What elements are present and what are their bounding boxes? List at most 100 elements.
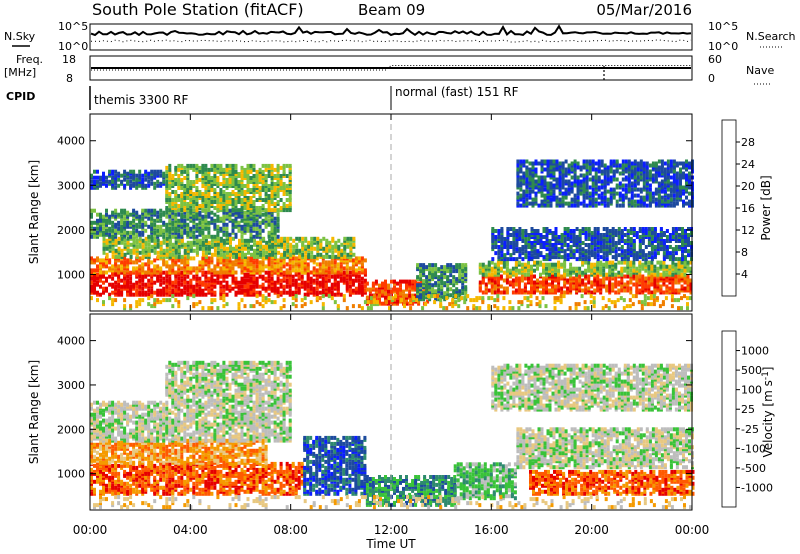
power-plot-cell-2402 bbox=[201, 198, 205, 202]
power-plot-cell-2035 bbox=[210, 234, 214, 239]
power-plot-cell-1906 bbox=[168, 210, 172, 215]
power-plot-cell-515 bbox=[300, 280, 304, 285]
power-plot-cell-678 bbox=[363, 284, 367, 289]
power-plot-cell-2262 bbox=[171, 190, 175, 194]
power-plot-cell-4769 bbox=[528, 167, 532, 172]
power-plot-cell-3864 bbox=[575, 272, 579, 277]
power-plot-cell-2781 bbox=[279, 174, 283, 178]
power-plot-cell-2969 bbox=[365, 281, 369, 286]
power-plot-cell-209 bbox=[174, 288, 178, 293]
power-plot-cell-3997 bbox=[662, 260, 666, 265]
power-plot-cell-3872 bbox=[581, 260, 585, 265]
power-plot-cell-1061 bbox=[321, 264, 325, 269]
power-plot-cell-2756 bbox=[273, 167, 277, 172]
power-plot-cell-2691 bbox=[261, 208, 265, 213]
power-plot-cell-429 bbox=[264, 270, 268, 275]
power-plot-cell-2560 bbox=[231, 172, 235, 176]
power-plot-cell-2649 bbox=[252, 208, 256, 213]
power-plot-cell-3255 bbox=[449, 273, 453, 278]
power-plot-cell-4217 bbox=[545, 233, 549, 237]
power-plot-cell-1217 bbox=[141, 254, 145, 259]
power-plot-cell-108 bbox=[132, 282, 136, 287]
power-plot-cell-1805 bbox=[132, 208, 136, 213]
power-plot-cell-1402 bbox=[229, 252, 232, 257]
power-plot-cell-3368 bbox=[505, 290, 509, 295]
power-plot-cell-3777 bbox=[514, 272, 518, 277]
power-plot-cell-4561 bbox=[647, 227, 651, 231]
power-plot-cell-1696 bbox=[96, 218, 99, 223]
power-plot-cell-3513 bbox=[581, 278, 585, 283]
power-plot-cell-3960 bbox=[638, 262, 642, 267]
power-plot-cell-3061 bbox=[405, 301, 408, 306]
power-plot-cell-3114 bbox=[426, 299, 430, 304]
power-plot-cell-1251 bbox=[156, 254, 160, 259]
power-plot-cell-805 bbox=[168, 264, 172, 269]
power-plot-cell-4886 bbox=[552, 159, 556, 164]
power-plot-cell-752 bbox=[132, 260, 136, 265]
power-plot-cell-3582 bbox=[620, 284, 624, 289]
power-plot-cell-3905 bbox=[602, 268, 606, 273]
power-plot-cell-3574 bbox=[614, 276, 618, 281]
power-plot-cell-4291 bbox=[569, 245, 573, 249]
power-plot-cell-1003 bbox=[288, 266, 292, 271]
power-plot-cell-1640 bbox=[337, 244, 341, 249]
power-plot-cell-1682 bbox=[90, 212, 93, 217]
power-plot-cell-552 bbox=[315, 286, 319, 291]
power-plot-cell-2111 bbox=[240, 230, 244, 235]
power-plot-cell-2242 bbox=[168, 208, 172, 213]
power-plot-cell-270 bbox=[195, 272, 199, 277]
power-plot-cell-3972 bbox=[647, 264, 651, 269]
power-plot-cell-893 bbox=[225, 270, 229, 275]
power-plot-cell-2303 bbox=[180, 186, 184, 190]
power-plot-cell-1162 bbox=[114, 254, 118, 259]
power-plot-cell-946 bbox=[252, 264, 256, 269]
power-plot-cell-2800 bbox=[285, 198, 289, 202]
power-plot-cell-3024 bbox=[390, 301, 393, 306]
power-plot-cell-820 bbox=[177, 264, 181, 269]
power-plot-cell-4467 bbox=[620, 229, 624, 233]
power-plot-cell-309 bbox=[210, 270, 214, 275]
power-plot-cell-1155 bbox=[111, 254, 115, 259]
power-plot-cell-1629 bbox=[331, 236, 335, 241]
power-plot-cell-3984 bbox=[656, 270, 660, 275]
power-plot-cell-4237 bbox=[551, 231, 555, 235]
power-plot-cell-3250 bbox=[446, 263, 450, 268]
power-plot-cell-2143 bbox=[249, 220, 253, 225]
power-plot-cell-4313 bbox=[575, 235, 579, 239]
power-plot-cell-1086 bbox=[336, 266, 340, 271]
power-plot-cell-3868 bbox=[578, 266, 582, 271]
power-plot-cell-724 bbox=[117, 270, 121, 275]
power-plot-cell-2708 bbox=[264, 192, 268, 196]
power-plot-cell-2718 bbox=[267, 206, 271, 210]
power-plot-cell-3073 bbox=[408, 293, 412, 298]
power-plot-cell-4132 bbox=[518, 231, 522, 235]
power-plot-cell-50 bbox=[111, 276, 115, 281]
power-plot-cell-4086 bbox=[503, 237, 507, 241]
power-plot-cell-2121 bbox=[243, 226, 247, 231]
power-plot-cell-1548 bbox=[292, 238, 296, 243]
power-plot-cell-1588 bbox=[313, 254, 317, 259]
power-plot-cell-1051 bbox=[315, 270, 319, 275]
power-plot-cell-2960 bbox=[162, 179, 166, 184]
cpid-label: CPID bbox=[6, 90, 35, 103]
power-plot-cell-4660 bbox=[681, 253, 684, 258]
power-plot-cell-4742 bbox=[522, 159, 526, 164]
power-plot-cell-1164 bbox=[114, 248, 118, 253]
power-plot-cell-4747 bbox=[525, 189, 529, 194]
power-plot-cell-674 bbox=[360, 280, 364, 285]
power-plot-cell-1747 bbox=[114, 222, 118, 227]
power-plot-cell-3407 bbox=[530, 290, 533, 295]
power-plot-cell-1907 bbox=[171, 234, 175, 239]
power-plot-cell-4389 bbox=[599, 247, 603, 252]
power-plot-cell-2611 bbox=[243, 198, 247, 202]
power-plot-cell-1568 bbox=[304, 254, 308, 259]
power-plot-cell-2881 bbox=[117, 171, 121, 176]
power-plot-cell-1931 bbox=[177, 232, 181, 237]
power-plot-cell-4958 bbox=[567, 163, 571, 168]
power-plot-cell-2991 bbox=[374, 279, 378, 284]
power-plot-cell-4753 bbox=[525, 173, 529, 178]
power-plot-cell-3792 bbox=[523, 272, 527, 277]
power-plot-cell-2428 bbox=[204, 172, 208, 176]
power-plot-cell-27 bbox=[99, 284, 102, 289]
power-plot-cell-2017 bbox=[201, 214, 205, 219]
